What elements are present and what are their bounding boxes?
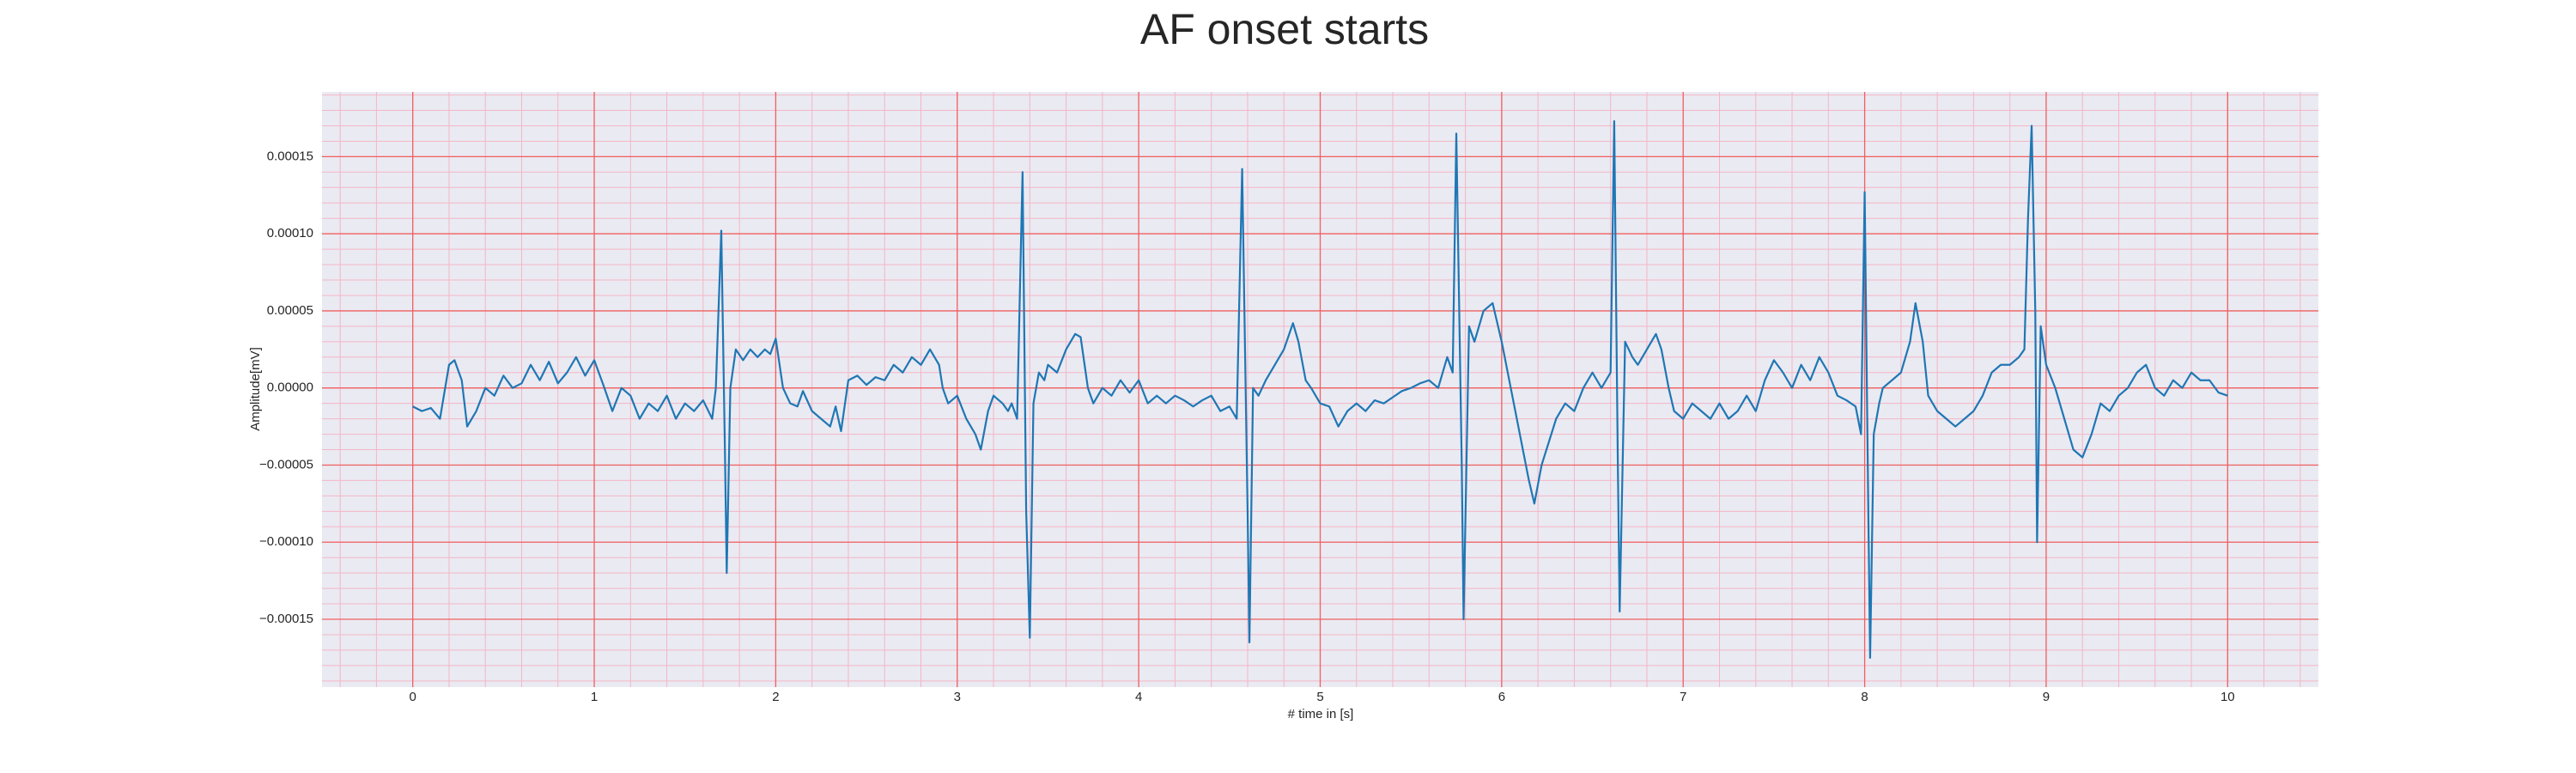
x-tick-label: 5: [1316, 690, 1323, 704]
y-tick-label: −0.00005: [259, 457, 313, 472]
y-axis-label: Amplitude[mV]: [248, 347, 263, 431]
y-tick-label: 0.00010: [267, 226, 313, 240]
y-tick-label: −0.00015: [259, 612, 313, 626]
y-tick-label: −0.00010: [259, 534, 313, 549]
x-tick-label: 6: [1498, 690, 1505, 704]
x-tick-label: 9: [2043, 690, 2050, 704]
x-tick-label: 3: [954, 690, 961, 704]
x-axis-label: # time in [s]: [1288, 707, 1354, 721]
x-tick-label: 7: [1680, 690, 1686, 704]
y-tick-label: 0.00005: [267, 303, 313, 318]
y-tick-label: 0.00015: [267, 149, 313, 163]
x-tick-label: 0: [410, 690, 416, 704]
signal-line: [412, 120, 2228, 659]
y-tick-label: 0.00000: [267, 380, 313, 395]
chart-title: AF onset starts: [1140, 5, 1429, 53]
x-tick-label: 1: [591, 690, 598, 704]
x-tick-label: 8: [1861, 690, 1868, 704]
x-tick-label: 2: [772, 690, 779, 704]
x-tick-label: 4: [1135, 690, 1142, 704]
x-tick-label: 10: [2221, 690, 2235, 704]
